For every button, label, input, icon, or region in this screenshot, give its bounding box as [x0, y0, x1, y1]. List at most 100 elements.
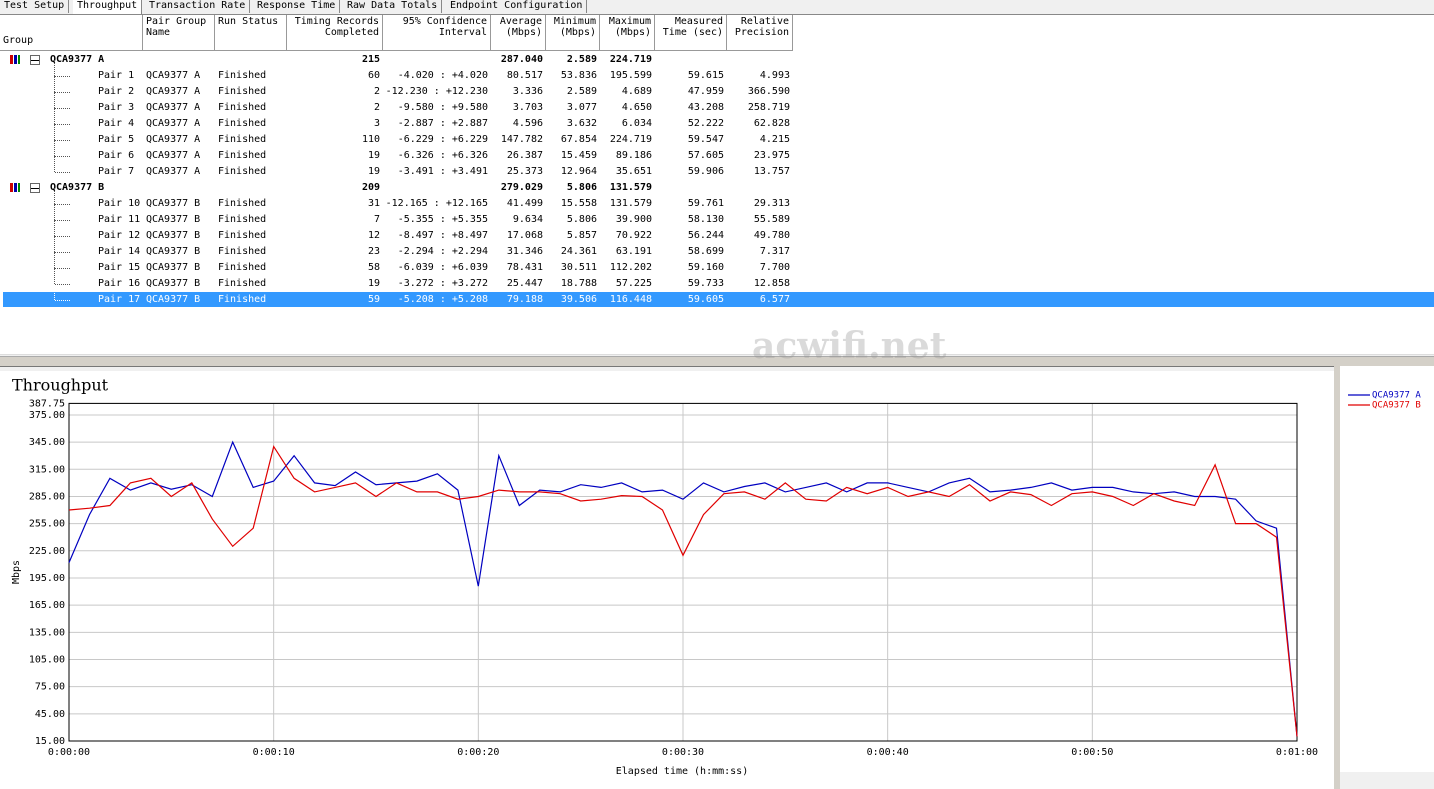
y-tick-label: 387.75 — [29, 398, 65, 409]
column-header[interactable]: Group — [0, 15, 143, 51]
table-cell: 39.900 — [615, 214, 652, 225]
table-cell: 70.922 — [615, 230, 652, 241]
column-header[interactable]: Measured Time (sec) — [655, 15, 727, 51]
tree-line — [54, 236, 55, 252]
table-cell: 89.186 — [615, 150, 652, 161]
table-cell: 80.517 — [506, 70, 543, 81]
table-cell: -12.165 : +12.165 — [385, 198, 488, 209]
scrollbar[interactable] — [1334, 366, 1340, 789]
y-tick-label: 285.00 — [29, 491, 65, 502]
table-cell: 25.373 — [506, 166, 543, 177]
tree-line — [55, 220, 70, 221]
table-cell: 59.733 — [687, 278, 724, 289]
tree-line — [54, 124, 55, 140]
table-cell: 35.651 — [615, 166, 652, 177]
table-cell: 15.558 — [560, 198, 597, 209]
table-cell: QCA9377 A — [146, 118, 201, 129]
table-cell: Finished — [218, 102, 267, 113]
group-maximum: 131.579 — [609, 182, 652, 193]
group-icon — [10, 55, 20, 64]
group-icon — [10, 183, 20, 192]
column-header[interactable]: 95% Confidence Interval — [383, 15, 491, 51]
y-tick-label: 135.00 — [29, 627, 65, 638]
table-cell: QCA9377 A — [146, 102, 201, 113]
tab[interactable]: Response Time — [253, 0, 341, 13]
table-cell: 31.346 — [506, 246, 543, 257]
table-cell: 39.506 — [560, 294, 597, 305]
column-header[interactable]: Run Status — [215, 15, 287, 51]
table-cell: 59.906 — [687, 166, 724, 177]
table-cell: -6.229 : +6.229 — [397, 134, 488, 145]
legend-label: QCA9377 B — [1372, 401, 1421, 411]
tab[interactable]: Throughput — [73, 0, 143, 14]
column-header[interactable]: Maximum (Mbps) — [600, 15, 655, 51]
table-cell: -5.355 : +5.355 — [397, 214, 488, 225]
table-cell: 7.700 — [759, 262, 790, 273]
column-header[interactable]: Pair Group Name — [143, 15, 215, 51]
table-cell: Finished — [218, 166, 267, 177]
tab[interactable]: Raw Data Totals — [343, 0, 443, 13]
tab[interactable]: Transaction Rate — [145, 0, 251, 13]
splitter — [0, 356, 1434, 367]
column-header[interactable]: Minimum (Mbps) — [546, 15, 600, 51]
tree-line — [55, 300, 70, 301]
table-cell: 31 — [367, 198, 380, 209]
table-cell: Pair 7 — [98, 166, 135, 177]
series-line — [68, 440, 1298, 737]
table-cell: 6.577 — [759, 294, 790, 305]
table-cell: Finished — [218, 134, 267, 145]
table-cell: -2.887 : +2.887 — [397, 118, 488, 129]
table-cell: 7.317 — [759, 246, 790, 257]
table-cell: -6.039 : +6.039 — [397, 262, 488, 273]
group-name: QCA9377 A — [50, 54, 105, 65]
table-cell: 4.993 — [759, 70, 790, 81]
table-cell: QCA9377 A — [146, 86, 201, 97]
group-average: 287.040 — [500, 54, 543, 65]
watermark: acwifi.net — [752, 325, 947, 367]
table-cell: -3.491 : +3.491 — [397, 166, 488, 177]
table-cell: Finished — [218, 262, 267, 273]
table-cell: Pair 12 — [98, 230, 141, 241]
table-cell: 26.387 — [506, 150, 543, 161]
tree-line — [55, 124, 70, 125]
table-cell: 4.215 — [759, 134, 790, 145]
table-cell: 23 — [367, 246, 380, 257]
table-cell: QCA9377 B — [146, 278, 201, 289]
table-cell: 3.632 — [566, 118, 597, 129]
table-cell: -12.230 : +12.230 — [385, 86, 488, 97]
scrollbar[interactable] — [1340, 772, 1434, 789]
table-cell: 41.499 — [506, 198, 543, 209]
table-cell: 12.964 — [560, 166, 597, 177]
group-minimum: 5.806 — [566, 182, 597, 193]
table-cell: 25.447 — [506, 278, 543, 289]
table-cell: Pair 11 — [98, 214, 141, 225]
tree-line — [54, 204, 55, 220]
table-cell: 43.208 — [687, 102, 724, 113]
table-cell: QCA9377 B — [146, 198, 201, 209]
column-header[interactable]: Average (Mbps) — [491, 15, 546, 51]
group-name: QCA9377 B — [50, 182, 105, 193]
group-maximum: 224.719 — [609, 54, 652, 65]
group-records: 209 — [361, 182, 380, 193]
selected-row[interactable] — [3, 292, 1434, 307]
tree-line — [55, 156, 70, 157]
chart-title: Throughput — [12, 376, 109, 395]
tab[interactable]: Endpoint Configuration — [446, 0, 588, 13]
table-cell: 195.599 — [609, 70, 652, 81]
table-cell: 17.068 — [506, 230, 543, 241]
table-cell: 112.202 — [609, 262, 652, 273]
tab[interactable]: Test Setup — [0, 0, 70, 13]
column-header[interactable]: Relative Precision — [727, 15, 793, 51]
collapse-toggle[interactable] — [30, 55, 40, 65]
collapse-toggle[interactable] — [30, 183, 40, 193]
column-header[interactable]: Timing Records Completed — [287, 15, 383, 51]
table-cell: 59 — [367, 294, 380, 305]
table-cell: Finished — [218, 70, 267, 81]
table-cell: 57.605 — [687, 150, 724, 161]
table-cell: 24.361 — [560, 246, 597, 257]
table-cell: 3.336 — [512, 86, 543, 97]
table-cell: 2 — [373, 86, 380, 97]
chart: Throughput Elapsed time (h:mm:ss) Mbps 1… — [11, 376, 1318, 778]
table-cell: 366.590 — [747, 86, 790, 97]
